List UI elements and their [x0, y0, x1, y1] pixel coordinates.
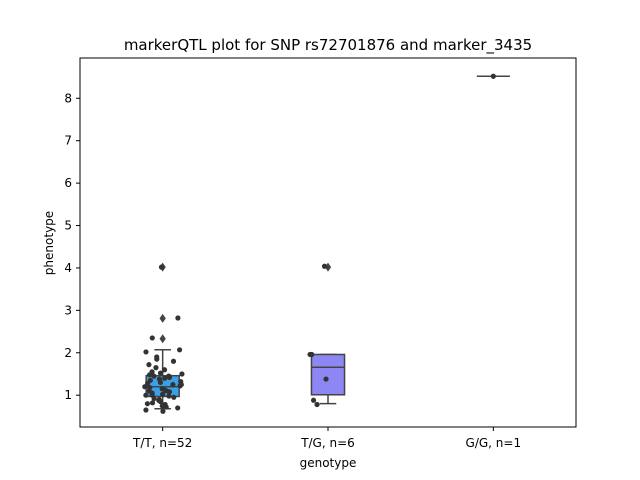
- data-point: [321, 263, 328, 269]
- data-point: [490, 73, 496, 79]
- x-tick-label: G/G, n=1: [466, 436, 522, 450]
- plot-layer: 1 2 3 4 5 6 7 8 T/T, n=52 T/G, n=6 G/G, n=1: [64, 73, 522, 450]
- data-point: [170, 358, 177, 364]
- data-point: [175, 315, 181, 321]
- data-point: [156, 376, 163, 382]
- data-point: [164, 388, 170, 394]
- data-point: [159, 386, 165, 392]
- data-point: [160, 391, 166, 397]
- y-tick-label: 7: [64, 134, 72, 148]
- data-point: [166, 373, 172, 379]
- y-tick-label: 3: [64, 303, 72, 317]
- data-point: [307, 351, 313, 358]
- data-point: [162, 375, 168, 381]
- outlier-marker: [159, 313, 166, 323]
- y-tick-label: 5: [64, 219, 72, 233]
- data-point: [153, 365, 159, 371]
- data-point: [160, 408, 166, 414]
- data-point: [166, 393, 172, 399]
- y-tick-label: 4: [64, 261, 72, 275]
- chart-title: markerQTL plot for SNP rs72701876 and ma…: [124, 36, 532, 55]
- data-point: [144, 401, 151, 407]
- y-axis-label: phenotype: [42, 211, 56, 275]
- data-point: [161, 367, 168, 373]
- data-point: [151, 373, 157, 379]
- data-point: [171, 394, 177, 400]
- data-point: [179, 371, 185, 377]
- box-body: [310, 353, 346, 396]
- x-axis-label: genotype: [300, 456, 357, 470]
- outlier-marker: [324, 262, 332, 272]
- x-tick-label: T/G, n=6: [300, 436, 355, 450]
- data-point: [323, 376, 329, 382]
- data-point: [149, 369, 155, 375]
- data-point: [143, 349, 149, 355]
- y-tick-label: 8: [64, 91, 72, 105]
- data-point: [154, 354, 160, 360]
- data-point: [314, 401, 320, 408]
- data-point: [310, 397, 317, 403]
- data-point: [178, 379, 184, 385]
- data-point: [149, 400, 156, 406]
- data-point: [157, 370, 164, 376]
- y-tick-label: 6: [64, 176, 72, 190]
- data-point: [175, 405, 181, 411]
- data-point: [149, 335, 155, 341]
- x-tick-label: T/T, n=52: [132, 436, 192, 450]
- data-point: [176, 347, 183, 353]
- data-point: [147, 377, 153, 383]
- data-point: [147, 384, 153, 391]
- data-point: [143, 407, 149, 413]
- data-point: [170, 381, 176, 388]
- data-point: [146, 362, 152, 368]
- outlier-marker: [159, 334, 166, 344]
- y-tick-label: 1: [64, 388, 72, 402]
- data-point: [143, 392, 149, 398]
- data-point: [158, 264, 165, 270]
- y-tick-label: 2: [64, 346, 72, 360]
- data-point: [163, 404, 169, 410]
- data-point: [156, 397, 162, 403]
- data-point: [149, 392, 155, 398]
